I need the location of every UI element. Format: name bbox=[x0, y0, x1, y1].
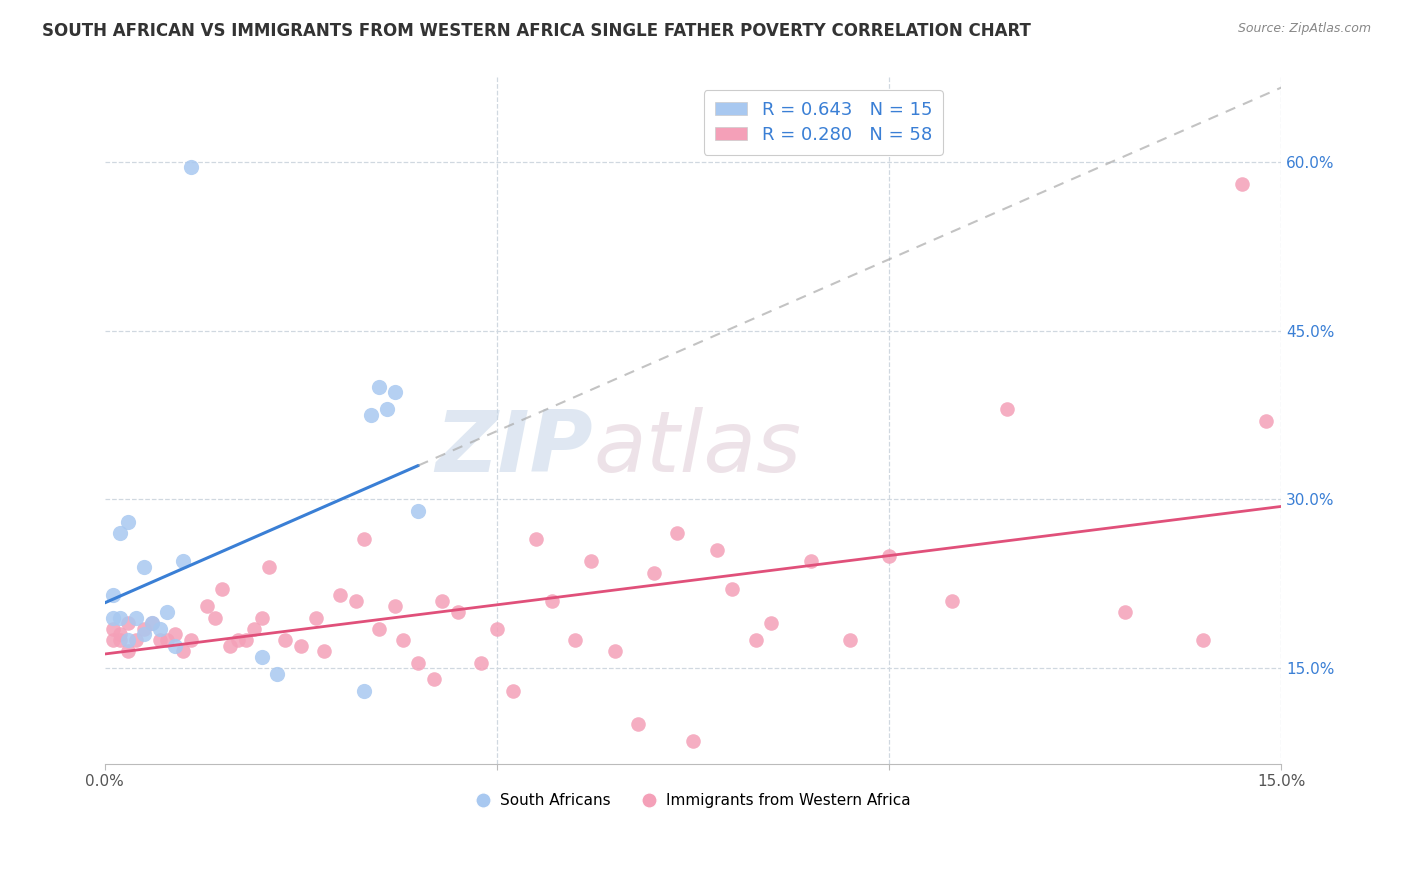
Point bbox=[408, 656, 430, 670]
Point bbox=[101, 610, 124, 624]
Point bbox=[408, 503, 430, 517]
Point bbox=[666, 526, 689, 541]
Point bbox=[117, 644, 139, 658]
Point bbox=[430, 593, 453, 607]
Point bbox=[423, 673, 446, 687]
Point bbox=[1192, 633, 1215, 648]
Point bbox=[132, 560, 155, 574]
Point bbox=[375, 402, 398, 417]
Point bbox=[384, 385, 406, 400]
Point bbox=[266, 666, 288, 681]
Point bbox=[447, 605, 470, 619]
Point bbox=[250, 610, 273, 624]
Point bbox=[141, 616, 163, 631]
Point bbox=[226, 633, 249, 648]
Point bbox=[110, 526, 132, 541]
Point bbox=[329, 588, 352, 602]
Text: ZIP: ZIP bbox=[436, 407, 593, 490]
Point bbox=[1254, 414, 1277, 428]
Point bbox=[117, 616, 139, 631]
Point bbox=[219, 639, 242, 653]
Point bbox=[259, 560, 281, 574]
Point bbox=[110, 633, 132, 648]
Point bbox=[110, 610, 132, 624]
Point bbox=[172, 644, 194, 658]
Point bbox=[204, 610, 226, 624]
Point bbox=[149, 622, 172, 636]
Point bbox=[132, 627, 155, 641]
Point bbox=[235, 633, 257, 648]
Point bbox=[314, 644, 336, 658]
Point bbox=[211, 582, 233, 597]
Point bbox=[627, 717, 650, 731]
Point bbox=[579, 554, 602, 568]
Point bbox=[1114, 605, 1136, 619]
Point bbox=[353, 683, 375, 698]
Point bbox=[165, 639, 187, 653]
Point bbox=[242, 622, 264, 636]
Point bbox=[877, 549, 900, 563]
Point bbox=[195, 599, 218, 614]
Point bbox=[353, 532, 375, 546]
Point bbox=[110, 627, 132, 641]
Point bbox=[1230, 178, 1253, 192]
Point bbox=[368, 380, 391, 394]
Point bbox=[125, 610, 148, 624]
Point bbox=[761, 616, 783, 631]
Point bbox=[180, 633, 202, 648]
Point bbox=[360, 408, 382, 422]
Legend: South Africans, Immigrants from Western Africa: South Africans, Immigrants from Western … bbox=[470, 788, 917, 814]
Point bbox=[368, 622, 391, 636]
Point bbox=[172, 554, 194, 568]
Point bbox=[274, 633, 297, 648]
Point bbox=[141, 616, 163, 631]
Point bbox=[800, 554, 823, 568]
Point bbox=[485, 622, 508, 636]
Point bbox=[524, 532, 547, 546]
Point bbox=[384, 599, 406, 614]
Point bbox=[745, 633, 768, 648]
Text: atlas: atlas bbox=[593, 407, 801, 490]
Point bbox=[101, 633, 124, 648]
Point bbox=[502, 683, 524, 698]
Point bbox=[117, 633, 139, 648]
Point bbox=[250, 649, 273, 664]
Point bbox=[564, 633, 586, 648]
Point bbox=[149, 633, 172, 648]
Point bbox=[290, 639, 312, 653]
Point bbox=[156, 633, 179, 648]
Point bbox=[125, 633, 148, 648]
Point bbox=[391, 633, 413, 648]
Point bbox=[995, 402, 1018, 417]
Point bbox=[603, 644, 626, 658]
Point bbox=[540, 593, 562, 607]
Point bbox=[101, 622, 124, 636]
Point bbox=[643, 566, 665, 580]
Point bbox=[839, 633, 862, 648]
Point bbox=[180, 161, 202, 175]
Point bbox=[721, 582, 744, 597]
Point bbox=[132, 622, 155, 636]
Point bbox=[165, 627, 187, 641]
Point bbox=[941, 593, 963, 607]
Point bbox=[470, 656, 492, 670]
Point bbox=[682, 734, 704, 748]
Point bbox=[344, 593, 367, 607]
Text: SOUTH AFRICAN VS IMMIGRANTS FROM WESTERN AFRICA SINGLE FATHER POVERTY CORRELATIO: SOUTH AFRICAN VS IMMIGRANTS FROM WESTERN… bbox=[42, 22, 1031, 40]
Point bbox=[156, 605, 179, 619]
Text: Source: ZipAtlas.com: Source: ZipAtlas.com bbox=[1237, 22, 1371, 36]
Point bbox=[706, 543, 728, 558]
Point bbox=[305, 610, 328, 624]
Point bbox=[101, 588, 124, 602]
Point bbox=[117, 515, 139, 529]
